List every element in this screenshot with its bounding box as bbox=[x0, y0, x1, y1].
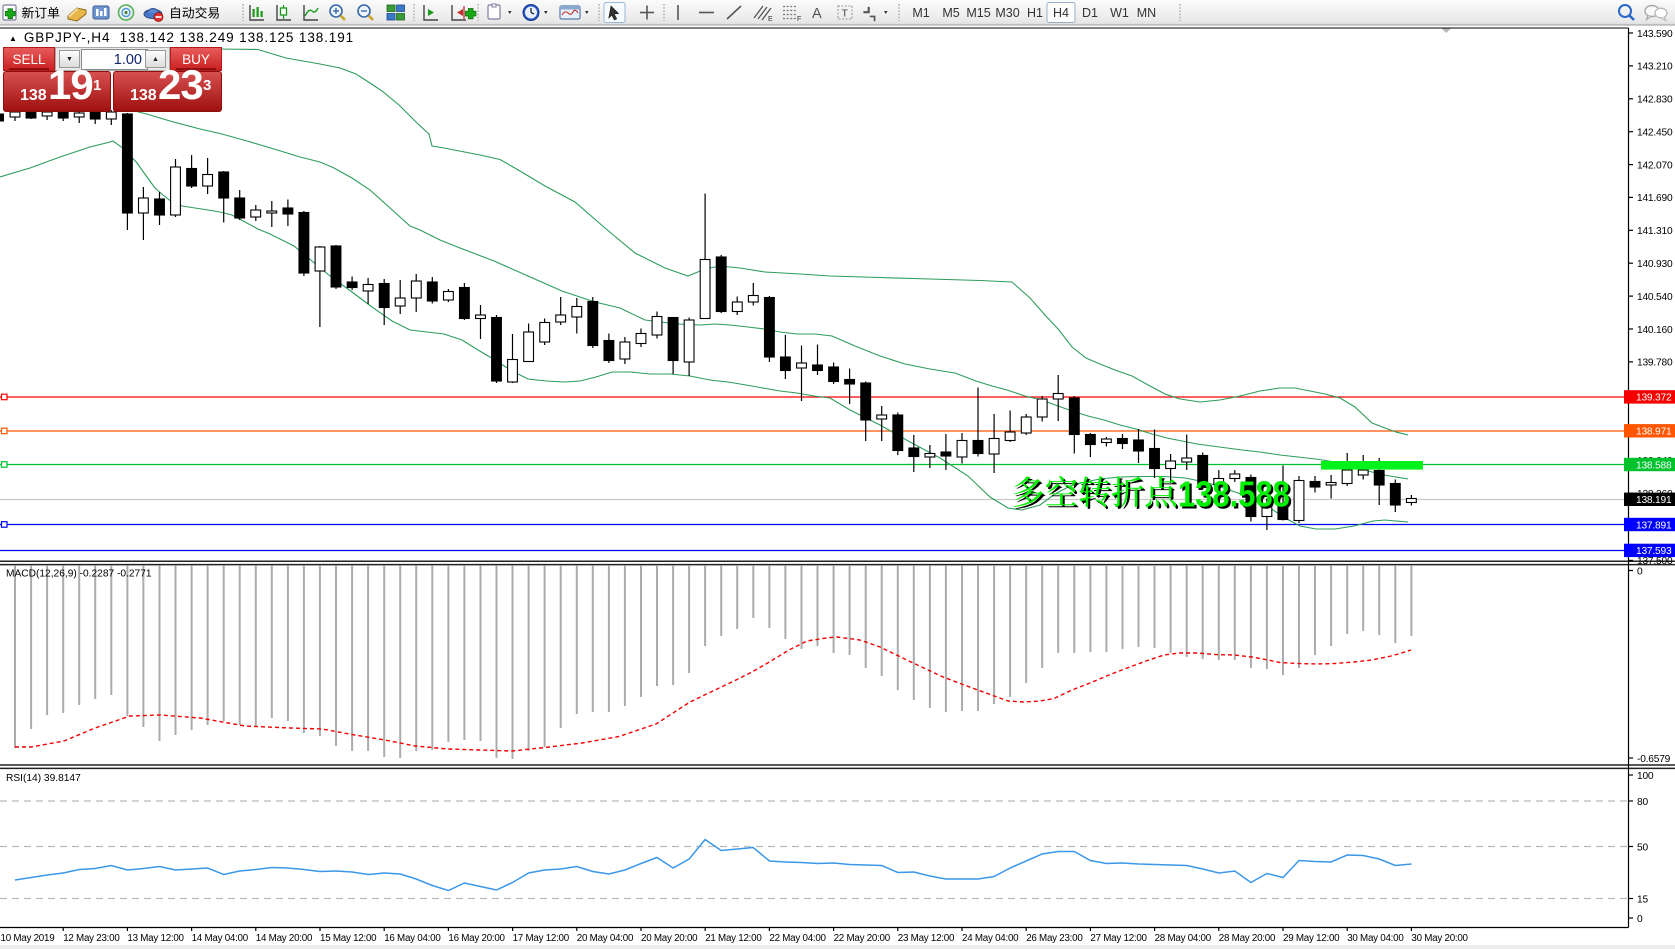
svg-text:139.372: 139.372 bbox=[1636, 393, 1672, 404]
svg-text:23 May 12:00: 23 May 12:00 bbox=[898, 933, 955, 944]
svg-text:17 May 12:00: 17 May 12:00 bbox=[513, 933, 570, 944]
svg-text:22 May 04:00: 22 May 04:00 bbox=[769, 933, 826, 944]
svg-text:14 May 20:00: 14 May 20:00 bbox=[256, 933, 313, 944]
svg-text:RSI(14) 39.8147: RSI(14) 39.8147 bbox=[6, 773, 81, 784]
svg-text:M5: M5 bbox=[942, 6, 959, 20]
svg-text:A: A bbox=[812, 6, 822, 22]
svg-text:138.588: 138.588 bbox=[1636, 460, 1672, 471]
svg-text:15: 15 bbox=[1637, 894, 1648, 905]
svg-text:14 May 04:00: 14 May 04:00 bbox=[192, 933, 249, 944]
svg-text:24 May 04:00: 24 May 04:00 bbox=[962, 933, 1019, 944]
svg-text:16 May 20:00: 16 May 20:00 bbox=[448, 933, 505, 944]
svg-text:140.930: 140.930 bbox=[1637, 259, 1673, 270]
svg-text:138.588: 138.588 bbox=[1180, 478, 1292, 518]
svg-text:26 May 23:00: 26 May 23:00 bbox=[1026, 933, 1083, 944]
svg-text:28 May 20:00: 28 May 20:00 bbox=[1219, 933, 1276, 944]
svg-text:MACD(12,26,9) -0.2287 -0.2771: MACD(12,26,9) -0.2287 -0.2771 bbox=[6, 569, 152, 580]
svg-text:138.971: 138.971 bbox=[1636, 427, 1672, 438]
svg-text:F: F bbox=[797, 16, 801, 23]
svg-text:0: 0 bbox=[1637, 566, 1643, 577]
svg-text:22 May 20:00: 22 May 20:00 bbox=[834, 933, 891, 944]
svg-text:140.160: 140.160 bbox=[1637, 325, 1673, 336]
svg-text:137.500: 137.500 bbox=[1637, 556, 1673, 567]
svg-text:D1: D1 bbox=[1082, 6, 1098, 20]
svg-text:15 May 12:00: 15 May 12:00 bbox=[320, 933, 377, 944]
svg-text:16 May 04:00: 16 May 04:00 bbox=[384, 933, 441, 944]
svg-text:142.070: 142.070 bbox=[1637, 160, 1673, 171]
svg-text:28 May 04:00: 28 May 04:00 bbox=[1155, 933, 1212, 944]
svg-text:139.780: 139.780 bbox=[1637, 358, 1673, 369]
svg-text:0: 0 bbox=[1637, 914, 1643, 925]
svg-text:H4: H4 bbox=[1053, 6, 1069, 20]
svg-text:M30: M30 bbox=[995, 6, 1019, 20]
svg-text:20 May 04:00: 20 May 04:00 bbox=[577, 933, 634, 944]
svg-text:50: 50 bbox=[1637, 842, 1648, 853]
svg-text:W1: W1 bbox=[1110, 6, 1129, 20]
svg-text:80: 80 bbox=[1637, 797, 1648, 808]
svg-text:27 May 12:00: 27 May 12:00 bbox=[1090, 933, 1147, 944]
svg-text:142.830: 142.830 bbox=[1637, 95, 1673, 106]
svg-text:140.540: 140.540 bbox=[1637, 292, 1673, 303]
svg-text:M15: M15 bbox=[966, 6, 990, 20]
svg-text:143.210: 143.210 bbox=[1637, 62, 1673, 73]
svg-text:M1: M1 bbox=[912, 6, 929, 20]
svg-text:10 May 2019: 10 May 2019 bbox=[1, 933, 55, 944]
svg-text:21 May 12:00: 21 May 12:00 bbox=[705, 933, 762, 944]
svg-text:30 May 04:00: 30 May 04:00 bbox=[1347, 933, 1404, 944]
svg-text:100: 100 bbox=[1637, 771, 1654, 782]
svg-text:138.588: 138.588 bbox=[1178, 475, 1290, 515]
svg-text:T: T bbox=[842, 8, 849, 20]
svg-text:29 May 12:00: 29 May 12:00 bbox=[1283, 933, 1340, 944]
svg-text:142.450: 142.450 bbox=[1637, 128, 1673, 139]
svg-text:H1: H1 bbox=[1027, 6, 1043, 20]
svg-text:137.891: 137.891 bbox=[1636, 520, 1672, 531]
svg-text:141.690: 141.690 bbox=[1637, 193, 1673, 204]
svg-text:30 May 20:00: 30 May 20:00 bbox=[1411, 933, 1468, 944]
svg-text:137.593: 137.593 bbox=[1636, 546, 1672, 557]
svg-text:141.310: 141.310 bbox=[1637, 226, 1673, 237]
svg-text:-0.6579: -0.6579 bbox=[1637, 754, 1671, 765]
svg-text:143.590: 143.590 bbox=[1637, 29, 1673, 40]
svg-text:E: E bbox=[768, 16, 773, 23]
svg-text:MN: MN bbox=[1137, 6, 1156, 20]
svg-text:138.191: 138.191 bbox=[1636, 495, 1672, 506]
svg-text:20 May 20:00: 20 May 20:00 bbox=[641, 933, 698, 944]
svg-text:12 May 23:00: 12 May 23:00 bbox=[63, 933, 120, 944]
svg-text:13 May 12:00: 13 May 12:00 bbox=[127, 933, 184, 944]
